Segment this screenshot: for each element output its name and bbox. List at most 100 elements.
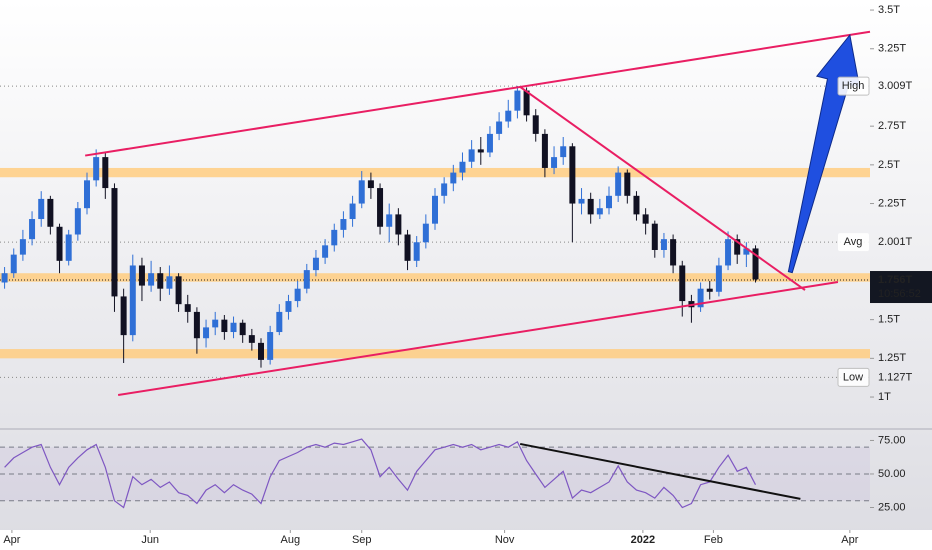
candle-body [596,208,603,215]
candle-body [74,208,81,235]
candle-body [679,265,686,302]
y-tick-label: 1T [878,391,891,403]
candle-body [642,214,649,224]
x-tick-label: Nov [495,534,515,546]
candle-body [56,226,63,261]
y-tick-label: 3.5T [878,4,900,16]
candle-body [606,195,612,209]
trend-line [519,442,801,500]
candle-body [84,180,90,209]
candle-body [349,203,356,220]
candle-body [138,265,145,286]
price-tag-name: Avg [844,236,863,248]
y-tick-label: 75.00 [878,434,906,446]
x-tick-label: Feb [704,534,723,546]
candle-body [111,188,118,297]
candle-body [29,219,36,240]
price-tag [837,367,870,387]
candle-body [432,195,438,224]
y-tick-label: 3.25T [878,43,906,55]
candle-body [358,180,365,204]
candle-body [395,214,402,235]
y-tick-label: 1.5T [878,314,900,326]
x-tick-label: Jun [141,534,159,546]
candle-body [532,115,539,134]
candle-body [514,90,521,111]
candle-body [624,172,631,196]
x-tick-label: 2022 [631,534,655,546]
candle-body [258,342,264,360]
candle-body [331,229,338,246]
trend-line [519,86,806,291]
candle-body [422,223,429,243]
candle-body [587,198,594,215]
candle-body [148,273,155,286]
price-tag-value: 2.001T [878,236,913,248]
candle-body [386,214,393,227]
candle-body [404,234,411,261]
y-tick-label: 1.25T [878,352,906,364]
candle-body [725,239,732,266]
trend-line [117,281,839,397]
candle-body [743,248,750,255]
candle-body [230,322,237,333]
candle-body [312,257,319,271]
candle-body [120,296,127,336]
candle-body [367,180,374,189]
support-zone [0,273,870,282]
last-price-value: 1.756T [878,274,913,286]
candle-body [203,327,210,339]
candle-body [578,198,585,204]
candle-body [267,332,274,360]
candle-body [615,172,622,196]
candle-body [276,311,283,333]
price-tag [838,233,869,252]
candle-body [38,198,45,220]
candle-body [93,157,100,181]
candle-body [633,195,640,215]
y-tick-label: 50.00 [878,468,906,480]
candle-body [706,288,713,292]
candle-body [560,146,567,158]
y-tick-label: 2.25T [878,197,906,209]
candle-body [294,288,301,302]
candle-body [248,335,255,343]
candle-body [715,265,722,292]
candle-body [496,121,503,134]
plot: 3.5T 3.25T 2.75T 2.5T 2.25T 1.5T 1.25T 1T High 3.… [0,4,932,546]
candle-body [212,319,219,328]
candle-body [303,270,310,289]
candle-body [477,149,484,153]
time-axis [0,530,932,550]
candle-body [413,242,420,261]
candle-body [166,276,173,289]
candle-body [752,248,759,280]
candle-body [734,239,741,255]
price-tag-value: 1.127T [878,371,913,383]
candle-body [184,304,191,312]
candle-body [523,90,530,116]
candle-body [129,265,136,336]
x-tick-label: Apr [3,534,20,546]
price-tag [837,76,870,96]
candle-body [660,239,667,250]
candle-body [505,110,512,122]
pane-separator [0,428,932,430]
candle-body [19,239,26,255]
candle-body [459,161,466,173]
support-zone [0,167,870,178]
price-tag-name: High [842,80,865,92]
candle-body [65,234,72,261]
candle-body [47,198,54,227]
x-tick-label: Sep [352,534,372,546]
candle-body [239,322,246,336]
price-tag-name: Low [843,371,863,383]
candle-body [221,319,228,333]
candle-body [541,133,548,168]
candle-body [1,273,8,283]
candle-body [651,223,658,250]
candle-body [157,273,164,289]
x-tick-label: Apr [841,534,858,546]
rsi-line [4,438,757,509]
candle-body [486,133,493,153]
